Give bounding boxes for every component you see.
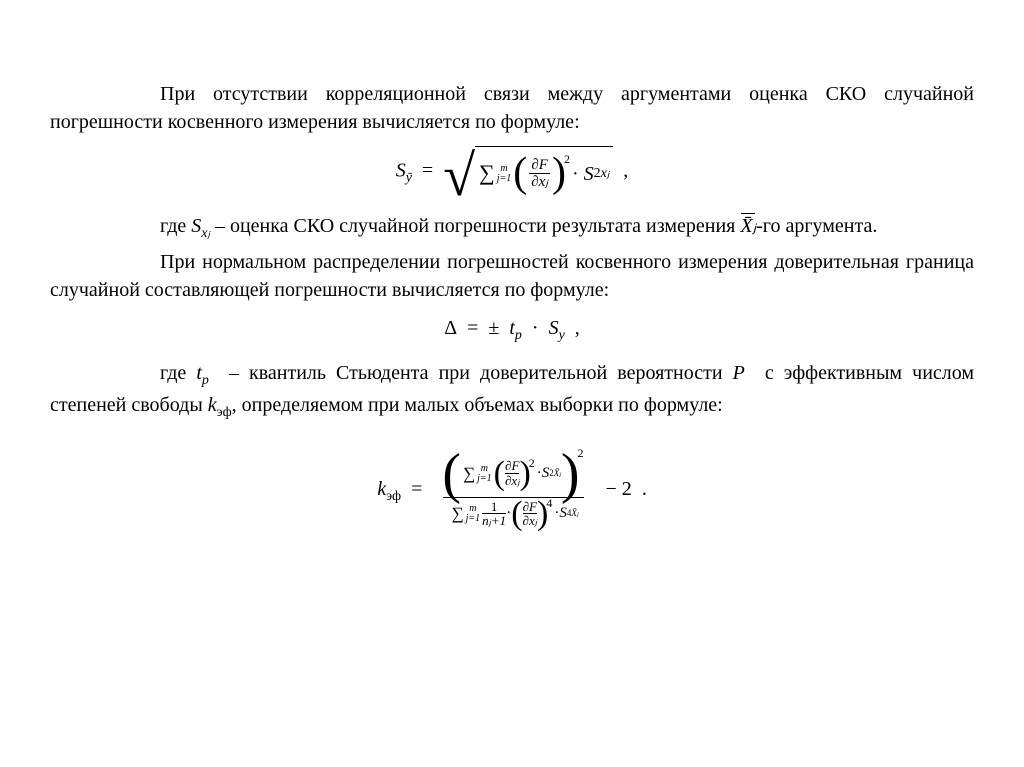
sub-p: p: [515, 328, 522, 343]
p2a: где: [160, 215, 191, 237]
sqrt-sign: √: [443, 150, 475, 202]
sym-k: k: [208, 394, 217, 416]
nfrac: 1 nⱼ+1: [482, 500, 506, 528]
exp2-outer: 2: [578, 445, 584, 462]
dot-icon2: ·: [532, 317, 539, 339]
sSx: S: [542, 463, 550, 484]
minus2: − 2: [606, 478, 632, 500]
p2b: – оценка СКО случайной погрешности резул…: [210, 215, 740, 237]
sym-pm: ±: [488, 317, 499, 339]
sym-eq3: =: [411, 478, 422, 500]
sub-ef: эф: [217, 405, 232, 420]
sum3: ∑: [451, 502, 463, 526]
pf3: ∂F ∂xⱼ: [523, 500, 537, 528]
xbarj-text: X̄ⱼ: [740, 215, 756, 237]
sum2-limits: m j=1: [477, 464, 492, 484]
big-fraction: ( ∑ m j=1 ( ∂F ∂xⱼ )2 · S2X̄ⱼ )2: [436, 451, 591, 530]
sym-S2: S: [584, 160, 594, 188]
exponent-2: 2: [564, 151, 570, 168]
p2c: -го аргумента.: [756, 215, 877, 237]
comma-1: ,: [623, 160, 628, 182]
lparen-med2-icon: (: [511, 500, 522, 527]
sqrt-body: ∑ m j=1 ( ∂F ∂xⱼ )2 · S2xⱼ: [475, 146, 613, 198]
paragraph-4: где tp – квантиль Стьюдента при доверите…: [50, 359, 974, 422]
bigfrac-num: ( ∑ m j=1 ( ∂F ∂xⱼ )2 · S2X̄ⱼ )2: [436, 451, 591, 497]
sum3-lower: j=1: [466, 514, 481, 524]
sqrt-expression: √ ∑ m j=1 ( ∂F ∂xⱼ )2 · S2xⱼ: [443, 146, 613, 198]
pf2n: ∂F: [505, 459, 519, 473]
sym-S: S: [396, 160, 406, 182]
sum-lower: j=1: [497, 174, 512, 184]
sym-P: P: [733, 362, 745, 384]
exponent-2b: 2: [594, 164, 601, 184]
sum-limits: m j=1: [497, 164, 512, 184]
p4a: где: [160, 362, 196, 384]
nfrac-den: nⱼ+1: [482, 513, 506, 528]
sym-Sy: S: [549, 317, 559, 339]
sym-eq: =: [422, 160, 433, 182]
subXj2: X̄ⱼ: [571, 507, 578, 520]
frac-num: ∂F: [529, 157, 550, 174]
lparen-med-icon: (: [494, 460, 505, 487]
p4d: , определяемом при малых объемах выборки…: [232, 394, 723, 416]
sum3-limits: m j=1: [466, 504, 481, 524]
pf2: ∂F ∂xⱼ: [505, 459, 519, 487]
dot-icon: ·: [572, 160, 579, 188]
sym-Sxj: S: [191, 215, 201, 237]
sub-p2: p: [202, 373, 209, 388]
pf2d: ∂xⱼ: [505, 473, 519, 488]
sub-xj2: xⱼ: [201, 226, 210, 241]
document-page: При отсутствии корреляционной связи межд…: [0, 0, 1024, 584]
p4b: – квантиль Стьюдента при доверительной в…: [219, 362, 733, 384]
sym-eq2: =: [467, 317, 478, 339]
paragraph-1: При отсутствии корреляционной связи межд…: [50, 80, 974, 136]
comma-2: ,: [575, 317, 580, 339]
sub-y: y: [559, 328, 565, 343]
subXj: X̄ⱼ: [554, 467, 561, 480]
frac-den: ∂xⱼ: [529, 173, 550, 191]
pf3n: ∂F: [523, 500, 537, 514]
paragraph-3: При нормальном распределении погрешносте…: [50, 248, 974, 304]
exp2c: 2: [529, 455, 535, 472]
sym-k2: k: [377, 478, 386, 500]
sum-sign: ∑: [479, 158, 495, 189]
formula-sko: Sȳ = √ ∑ m j=1 ( ∂F ∂xⱼ )2 · S2xⱼ ,: [50, 146, 974, 198]
sub-xj: xⱼ: [601, 164, 610, 184]
exp4: 4: [546, 495, 552, 512]
sum2-lower: j=1: [477, 474, 492, 484]
sum2: ∑: [463, 462, 475, 486]
lparen-icon: (: [513, 157, 527, 191]
sSx4: S: [559, 503, 567, 524]
bigfrac-den: ∑ m j=1 1 nⱼ+1 · ( ∂F ∂xⱼ )4 · S4X̄ⱼ: [443, 497, 584, 530]
sym-delta: Δ: [444, 317, 457, 339]
sym-ybar: ȳ: [406, 171, 412, 186]
paragraph-2: где Sxⱼ – оценка СКО случайной погрешнос…: [50, 212, 974, 244]
sym-Xbarj: X̄ⱼ: [740, 212, 756, 240]
nfrac-num: 1: [491, 500, 498, 514]
sub-ef2: эф: [386, 489, 401, 504]
pf3d: ∂xⱼ: [523, 513, 537, 528]
formula-delta: Δ = ± tp · Sy ,: [50, 314, 974, 346]
lparen-big-icon: (: [442, 453, 461, 495]
period: .: [642, 478, 647, 500]
formula-keff: kэф = ( ∑ m j=1 ( ∂F ∂xⱼ )2 ·: [50, 451, 974, 530]
partial-fraction: ∂F ∂xⱼ: [529, 157, 550, 191]
